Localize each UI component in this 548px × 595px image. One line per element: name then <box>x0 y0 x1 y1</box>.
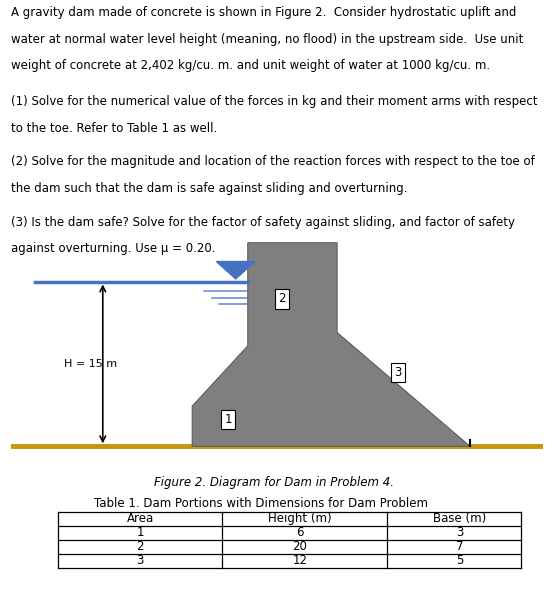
Text: Figure 2. Diagram for Dam in Problem 4.: Figure 2. Diagram for Dam in Problem 4. <box>154 476 394 489</box>
Text: 1: 1 <box>225 413 232 426</box>
Text: 20: 20 <box>292 540 307 553</box>
Text: Height (m): Height (m) <box>268 512 332 525</box>
Text: 3: 3 <box>394 366 401 379</box>
Text: to the toe. Refer to Table 1 as well.: to the toe. Refer to Table 1 as well. <box>11 122 217 135</box>
Text: 2: 2 <box>136 540 144 553</box>
Text: A gravity dam made of concrete is shown in Figure 2.  Consider hydrostatic uplif: A gravity dam made of concrete is shown … <box>11 6 516 19</box>
Text: water at normal water level height (meaning, no flood) in the upstream side.  Us: water at normal water level height (mean… <box>11 33 523 46</box>
Text: Base (m): Base (m) <box>433 512 486 525</box>
Text: Table 1. Dam Portions with Dimensions for Dam Problem: Table 1. Dam Portions with Dimensions fo… <box>94 497 427 511</box>
Text: 1: 1 <box>136 526 144 539</box>
Text: (2) Solve for the magnitude and location of the reaction forces with respect to : (2) Solve for the magnitude and location… <box>11 155 535 168</box>
Text: Area: Area <box>127 512 153 525</box>
Text: 3: 3 <box>456 526 463 539</box>
Text: 6: 6 <box>296 526 304 539</box>
Text: 2: 2 <box>278 293 286 305</box>
Text: against overturning. Use μ = 0.20.: against overturning. Use μ = 0.20. <box>11 243 215 255</box>
Text: 3: 3 <box>136 554 144 567</box>
Text: 12: 12 <box>292 554 307 567</box>
Polygon shape <box>216 262 255 279</box>
Text: (3) Is the dam safe? Solve for the factor of safety against sliding, and factor : (3) Is the dam safe? Solve for the facto… <box>11 215 515 228</box>
Text: 7: 7 <box>456 540 463 553</box>
Text: H = 15 m: H = 15 m <box>64 359 117 369</box>
Polygon shape <box>192 243 470 446</box>
Text: (1) Solve for the numerical value of the forces in kg and their moment arms with: (1) Solve for the numerical value of the… <box>11 95 538 108</box>
Text: weight of concrete at 2,402 kg/cu. m. and unit weight of water at 1000 kg/cu. m.: weight of concrete at 2,402 kg/cu. m. an… <box>11 60 490 73</box>
Text: 5: 5 <box>456 554 463 567</box>
Text: the dam such that the dam is safe against sliding and overturning.: the dam such that the dam is safe agains… <box>11 182 408 195</box>
